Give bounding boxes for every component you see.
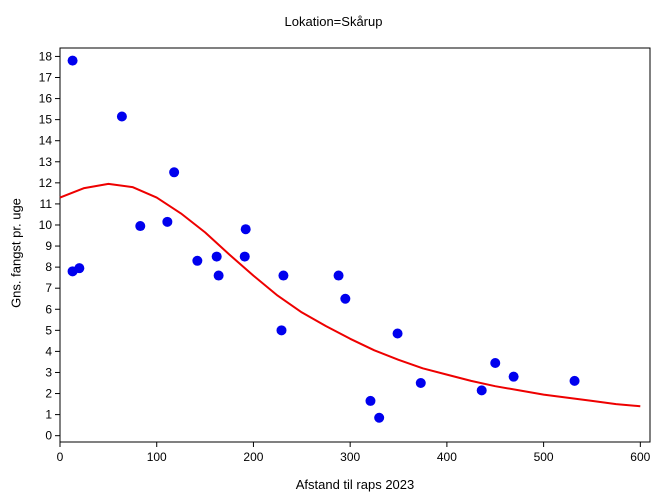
data-points-layer (67, 55, 580, 423)
data-point (135, 221, 146, 232)
data-point (333, 270, 344, 281)
y-tick-label: 8 (45, 260, 52, 274)
data-point (392, 328, 403, 339)
x-tick-label: 500 (534, 450, 554, 464)
chart-title: Lokation=Skårup (284, 14, 383, 29)
y-tick-label: 5 (45, 323, 52, 337)
y-tick-label: 6 (45, 302, 52, 316)
x-axis-label: Afstand til raps 2023 (295, 477, 415, 492)
data-point (374, 412, 385, 423)
y-tick-label: 7 (45, 281, 52, 295)
x-tick-label: 100 (147, 450, 167, 464)
data-point (116, 111, 127, 122)
data-point (213, 270, 224, 281)
x-tick-label: 200 (243, 450, 263, 464)
x-axis: 0 100 200 300 400 500 600 (57, 442, 651, 464)
y-tick-label: 12 (39, 176, 53, 190)
y-tick-label: 4 (45, 344, 52, 358)
y-tick-label: 0 (45, 429, 52, 443)
y-tick-label: 1 (45, 408, 52, 422)
y-tick-label: 3 (45, 365, 52, 379)
data-point (67, 55, 78, 66)
y-tick-label: 10 (39, 218, 53, 232)
data-point (490, 357, 501, 368)
y-tick-label: 9 (45, 239, 52, 253)
fitted-curve-layer (59, 182, 641, 408)
data-point (415, 378, 426, 389)
x-tick-label: 300 (340, 450, 360, 464)
y-tick-label: 15 (39, 113, 53, 127)
data-point (365, 395, 376, 406)
x-tick-label: 600 (630, 450, 650, 464)
y-tick-label: 14 (39, 134, 53, 148)
y-tick-label: 2 (45, 387, 52, 401)
data-point (211, 251, 222, 262)
data-point (169, 167, 180, 178)
data-point (508, 371, 519, 382)
plot-frame (59, 47, 651, 443)
data-point (278, 270, 289, 281)
x-tick-label: 0 (57, 450, 64, 464)
y-tick-label: 11 (40, 197, 53, 211)
data-point (74, 263, 85, 274)
data-point (276, 325, 287, 336)
y-tick-label: 17 (39, 70, 53, 84)
data-point (239, 251, 250, 262)
data-point (340, 293, 351, 304)
data-point (192, 255, 203, 266)
data-point (162, 216, 173, 227)
x-tick-label: 400 (437, 450, 457, 464)
y-tick-label: 18 (39, 49, 53, 63)
fitted-curve (59, 182, 641, 408)
y-axis-label: Gns. fangst pr. uge (8, 198, 24, 308)
y-tick-label: 13 (39, 155, 53, 169)
data-point (569, 375, 580, 386)
data-point (240, 224, 251, 235)
data-point (476, 385, 487, 396)
y-tick-label: 16 (39, 92, 53, 106)
